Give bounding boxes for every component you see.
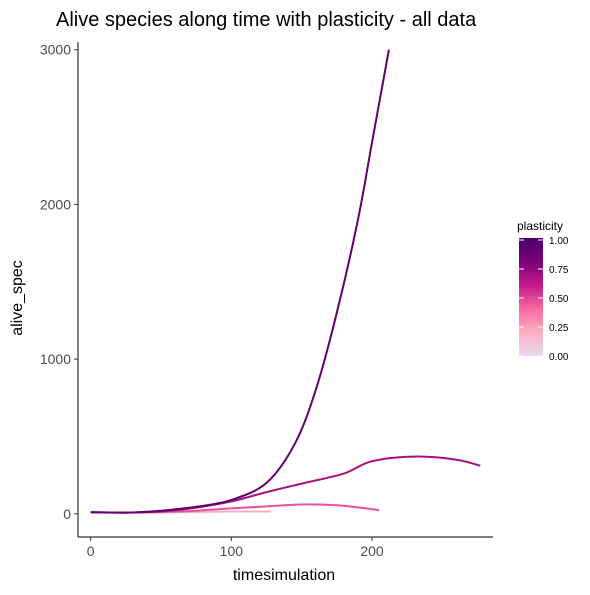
y-axis-ticks: 0 1000 2000 3000 [40, 42, 78, 522]
legend-tick-label: 0.50 [549, 294, 569, 305]
series-line-plasticity-1 [90, 49, 390, 514]
x-tick-label: 100 [220, 543, 244, 559]
legend-tick-label: 0.00 [549, 352, 569, 363]
x-tick-label: 200 [360, 543, 384, 559]
legend-tick-label: 0.75 [549, 265, 569, 276]
y-tick-label: 1000 [40, 351, 71, 367]
legend-title: plasticity [517, 219, 563, 233]
x-axis-ticks: 0 100 200 [87, 537, 384, 559]
y-tick-label: 2000 [40, 196, 71, 212]
legend: plasticity 0.00 0.25 0.50 0.75 1.00 [517, 219, 569, 363]
x-tick-label: 0 [87, 543, 95, 559]
legend-tick-label: 0.25 [549, 323, 569, 334]
legend-colorbar [519, 238, 543, 356]
legend-tick-label: 1.00 [549, 236, 569, 247]
x-axis-title: timesimulation [233, 567, 335, 584]
y-axis-title: alive_spec [9, 260, 26, 336]
y-tick-label: 3000 [40, 42, 71, 58]
chart-title: Alive species along time with plasticity… [56, 9, 477, 31]
legend-ticks: 0.00 0.25 0.50 0.75 1.00 [519, 236, 569, 363]
y-tick-label: 0 [63, 506, 71, 522]
plot-area [90, 49, 481, 514]
